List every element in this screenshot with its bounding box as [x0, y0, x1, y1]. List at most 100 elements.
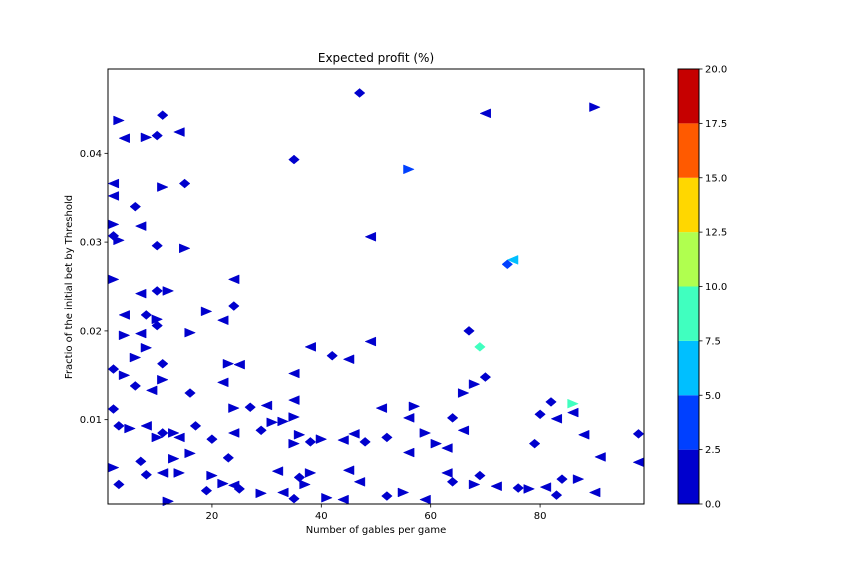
- contour-cell: [118, 310, 130, 320]
- colorbar-tick-label: 17.5: [705, 119, 727, 130]
- contour-cell: [550, 413, 563, 424]
- contour-cell: [118, 370, 131, 381]
- contour-cell: [227, 274, 240, 285]
- contour-cell: [567, 398, 579, 409]
- contour-cell: [441, 443, 453, 453]
- contour-cell: [288, 438, 300, 449]
- contour-cell: [189, 421, 202, 431]
- colorbar-band: [678, 395, 699, 450]
- contour-cell: [288, 412, 300, 422]
- contour-cell: [506, 255, 519, 265]
- contour-cell: [342, 465, 355, 476]
- contour-cell: [402, 447, 415, 458]
- contour-cell: [140, 421, 152, 431]
- contour-cell: [113, 421, 125, 431]
- colorbar-ticks: 0.0 2.5 5.0 7.5 10.0 12.5 15.0 17.5 20.0: [699, 65, 727, 511]
- contour-cell: [134, 328, 147, 339]
- contour-cell: [162, 286, 175, 296]
- contour-cell: [260, 400, 273, 411]
- plot-area: 20 40 60 80 0.01 0.02 0.03 0.04: [80, 68, 645, 522]
- contour-cell: [178, 178, 191, 189]
- contour-cell: [528, 438, 541, 449]
- contour-cell: [402, 413, 415, 423]
- contour-cell: [173, 432, 185, 443]
- plot-background: [108, 69, 644, 504]
- contour-cell: [550, 490, 563, 500]
- contour-cell: [157, 358, 169, 369]
- contour-cell: [107, 404, 120, 414]
- contour-cell: [277, 416, 289, 427]
- contour-cell: [364, 231, 377, 242]
- contour-cell: [337, 494, 349, 505]
- contour-cell: [151, 320, 163, 331]
- contour-cell: [474, 470, 486, 481]
- colorbar-band: [678, 123, 699, 178]
- contour-cell: [228, 403, 240, 413]
- contour-cell: [408, 401, 421, 412]
- contour-cell: [364, 336, 377, 347]
- colorbar-tick-label: 20.0: [705, 65, 727, 76]
- contour-cell: [151, 432, 164, 443]
- contour-cell: [457, 388, 470, 398]
- contour-cell: [304, 437, 317, 447]
- contour-cell: [113, 235, 125, 246]
- contour-cell: [134, 288, 147, 299]
- contour-cell: [255, 488, 268, 499]
- plot-frame: [107, 68, 645, 505]
- contour-cell: [168, 428, 180, 438]
- contour-cell: [173, 127, 185, 137]
- contour-cell: [397, 487, 410, 498]
- contour-cell: [293, 429, 306, 440]
- colorbar: 0.0 2.5 5.0 7.5 10.0 12.5 15.0 17.5 20.0: [677, 65, 727, 511]
- contour-cell: [381, 491, 393, 501]
- contour-cell: [403, 164, 415, 175]
- colorbar-tick-label: 15.0: [705, 173, 727, 184]
- contour-cell: [184, 448, 196, 459]
- contour-cell: [228, 301, 240, 311]
- contour-cell: [217, 478, 229, 489]
- colorbar-band: [678, 232, 699, 287]
- contour-cell: [375, 403, 388, 413]
- contour-cell: [233, 484, 245, 494]
- contour-cell: [293, 472, 306, 483]
- contour-cell: [381, 432, 393, 443]
- contour-cell: [206, 434, 218, 444]
- contour-cell: [419, 428, 432, 438]
- contour-cell: [479, 372, 492, 382]
- contour-cell: [446, 477, 459, 487]
- contour-cell: [419, 494, 431, 505]
- contour-cell: [566, 407, 579, 418]
- contour-cell: [353, 88, 366, 98]
- colorbar-band: [678, 69, 699, 124]
- contour-cell: [129, 352, 142, 363]
- x-tick-label: 40: [315, 511, 328, 522]
- contour-cell: [288, 368, 300, 379]
- contour-cell: [304, 342, 316, 352]
- colorbar-tick-label: 10.0: [705, 282, 727, 293]
- contour-cell: [468, 379, 481, 389]
- y-axis-ticks: 0.01 0.02 0.03 0.04: [80, 149, 108, 426]
- contour-cell: [348, 429, 360, 439]
- contour-cell: [304, 468, 317, 478]
- contour-cell: [107, 364, 120, 374]
- contour-cell: [342, 354, 355, 365]
- contour-cell: [594, 452, 606, 462]
- contour-cell: [468, 479, 481, 490]
- y-tick-label: 0.04: [80, 149, 102, 160]
- contour-cell: [107, 191, 120, 201]
- contour-cell: [539, 482, 552, 492]
- chart-title: Expected profit (%): [318, 51, 434, 65]
- contour-cell: [588, 487, 601, 498]
- contour-cell: [216, 377, 229, 388]
- x-axis-label: Number of gables per game: [306, 525, 446, 536]
- contour-cell: [337, 435, 349, 445]
- contour-cell: [140, 342, 153, 353]
- contour-cell: [288, 493, 300, 504]
- y-tick-label: 0.02: [80, 326, 102, 337]
- contour-cell: [512, 483, 524, 493]
- colorbar-tick-label: 7.5: [705, 336, 721, 347]
- contour-cell: [315, 434, 328, 444]
- contour-cell: [326, 350, 338, 361]
- contour-cell: [107, 178, 120, 189]
- x-tick-label: 20: [206, 511, 219, 522]
